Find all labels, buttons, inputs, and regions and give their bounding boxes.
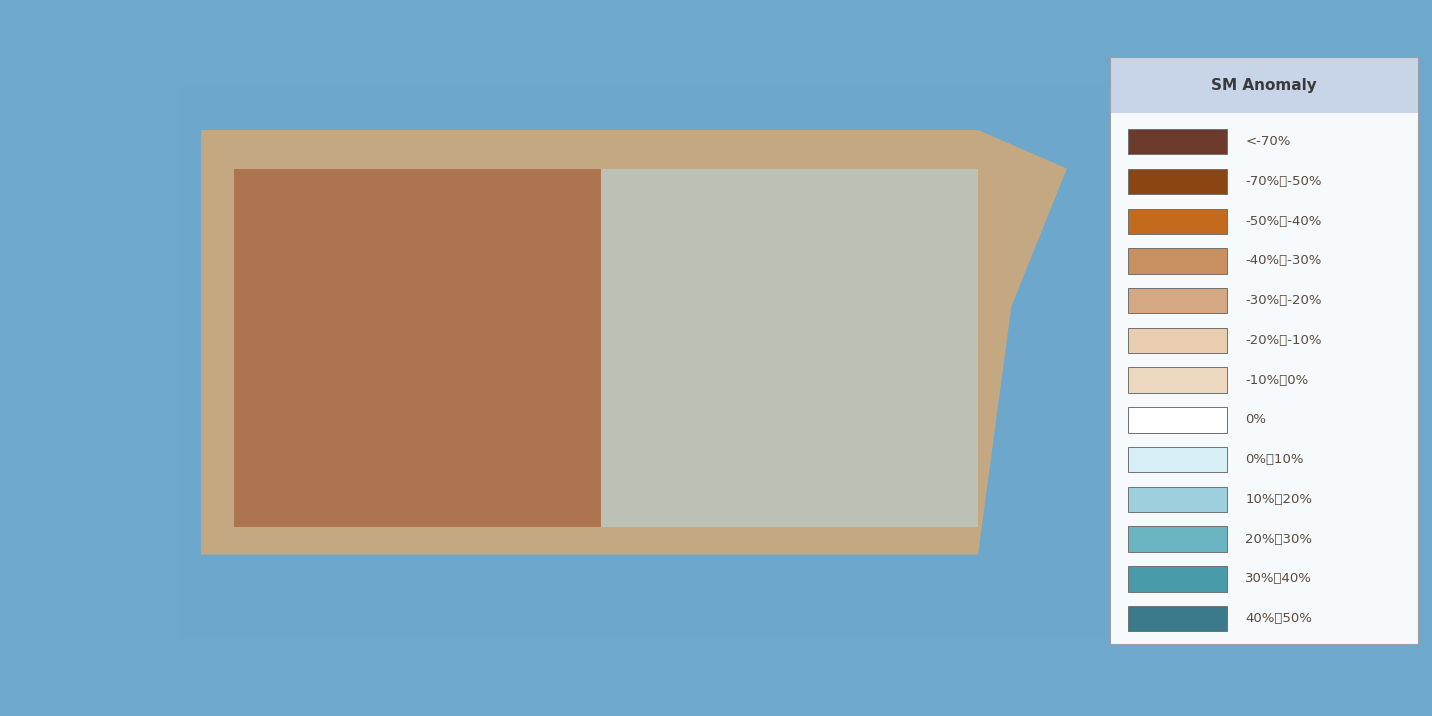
Polygon shape [200,130,1067,554]
Polygon shape [601,168,978,527]
Text: 10%～20%: 10%～20% [1246,493,1312,506]
FancyBboxPatch shape [1128,248,1227,274]
FancyBboxPatch shape [1128,367,1227,393]
Text: 30%～40%: 30%～40% [1246,572,1312,586]
FancyBboxPatch shape [1128,566,1227,591]
FancyBboxPatch shape [1128,208,1227,234]
Polygon shape [235,168,601,527]
Text: SM Anomaly: SM Anomaly [1211,77,1316,92]
FancyBboxPatch shape [1128,328,1227,353]
Text: -70%～-50%: -70%～-50% [1246,175,1322,188]
Text: 40%～50%: 40%～50% [1246,612,1312,625]
Text: -50%～-40%: -50%～-40% [1246,215,1322,228]
FancyBboxPatch shape [1128,288,1227,314]
FancyBboxPatch shape [1128,526,1227,552]
FancyBboxPatch shape [1128,407,1227,432]
FancyBboxPatch shape [1128,606,1227,632]
FancyBboxPatch shape [1128,169,1227,194]
Text: -30%～-20%: -30%～-20% [1246,294,1322,307]
Text: <-70%: <-70% [1246,135,1290,148]
FancyBboxPatch shape [1128,487,1227,512]
FancyBboxPatch shape [1110,57,1418,113]
Text: -40%～-30%: -40%～-30% [1246,254,1322,268]
FancyBboxPatch shape [1128,447,1227,473]
Text: -20%～-10%: -20%～-10% [1246,334,1322,347]
Text: 20%～30%: 20%～30% [1246,533,1312,546]
FancyBboxPatch shape [1128,129,1227,155]
Text: -10%～0%: -10%～0% [1246,374,1309,387]
Text: 0%～10%: 0%～10% [1246,453,1303,466]
Text: 0%: 0% [1246,413,1266,427]
